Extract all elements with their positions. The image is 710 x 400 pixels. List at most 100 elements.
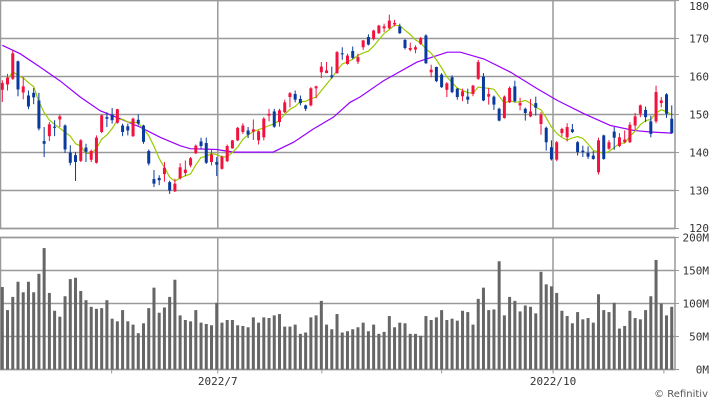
volume-bar <box>382 331 386 370</box>
candle-body <box>183 169 187 174</box>
candle-body <box>372 30 376 39</box>
candle-body <box>544 127 548 143</box>
volume-bar <box>434 317 438 370</box>
candle-body <box>523 108 527 113</box>
candle <box>434 66 438 83</box>
volume-bar <box>581 319 585 370</box>
candle <box>309 87 313 107</box>
volume-bar <box>32 292 36 370</box>
candle <box>89 149 93 162</box>
candle-body <box>63 125 67 150</box>
candle <box>351 46 355 60</box>
candle-body <box>309 88 313 106</box>
candle <box>382 23 386 33</box>
candle-body <box>487 93 491 97</box>
candle-body <box>37 100 41 129</box>
candle-body <box>560 128 564 134</box>
candle <box>236 127 240 142</box>
candle-body <box>42 141 46 144</box>
candle <box>576 141 580 156</box>
volume-bar <box>199 322 203 370</box>
volume-bar <box>215 302 219 370</box>
candle <box>413 45 417 54</box>
candle-body <box>6 77 10 85</box>
volume-bar <box>16 281 20 370</box>
candle-body <box>649 121 653 134</box>
candle <box>84 143 88 162</box>
price-tick-label: 160 <box>689 71 709 84</box>
volume-bar <box>0 287 4 370</box>
volume-bar <box>330 329 334 370</box>
candle <box>497 107 501 122</box>
candle <box>481 73 485 102</box>
candle-body <box>162 167 166 175</box>
candle-body <box>257 131 261 141</box>
candle <box>162 162 166 182</box>
candle <box>251 119 255 140</box>
candle-body <box>481 76 485 101</box>
ma-long-line <box>2 44 672 153</box>
candle-body <box>199 141 203 147</box>
candle-body <box>11 53 15 79</box>
candle-body <box>189 158 193 166</box>
price-panel <box>0 0 676 230</box>
candle <box>178 163 182 180</box>
volume-bar <box>277 314 281 370</box>
volume-bar <box>529 306 533 370</box>
candle-body <box>173 183 177 192</box>
candle <box>262 117 266 141</box>
candle-body <box>612 131 616 138</box>
candle-body <box>121 125 125 132</box>
candle-body <box>617 137 621 147</box>
volume-bar <box>419 335 423 370</box>
candle <box>633 112 637 131</box>
candle <box>110 108 114 124</box>
volume-bar <box>398 322 402 370</box>
volume-bar <box>283 326 287 370</box>
volume-bar <box>304 332 308 370</box>
candle-body <box>434 67 438 82</box>
candle-body <box>304 105 308 109</box>
candle-body <box>230 140 234 149</box>
candle-body <box>58 116 62 120</box>
credit-text: © Refinitiv <box>654 389 708 400</box>
volume-bar <box>523 305 527 370</box>
candle <box>267 108 271 122</box>
candle <box>523 107 527 121</box>
volume-bar <box>100 308 104 370</box>
candle-body <box>513 86 517 102</box>
candle <box>393 19 397 27</box>
candle <box>607 139 611 150</box>
volume-bar <box>466 312 470 370</box>
volume-bar <box>89 306 93 370</box>
candle-body <box>628 124 632 143</box>
volume-bar <box>502 315 506 370</box>
candle-body <box>659 100 663 104</box>
candle <box>549 140 553 161</box>
candle-body <box>246 130 250 135</box>
candle <box>136 114 140 126</box>
candle <box>194 144 198 155</box>
volume-bar <box>481 287 485 370</box>
candle-body <box>565 127 569 138</box>
candle <box>419 36 423 45</box>
candle-body <box>529 111 533 117</box>
volume-bar <box>126 321 130 370</box>
volume-bar <box>168 296 172 370</box>
candle-body <box>576 142 580 153</box>
volume-bar <box>351 329 355 370</box>
candle <box>105 112 109 128</box>
candle-body <box>549 147 553 160</box>
candle <box>272 108 276 128</box>
candle <box>330 66 334 79</box>
candle <box>293 90 297 103</box>
candle-body <box>277 110 281 123</box>
volume-bar <box>597 294 601 370</box>
volume-panel <box>0 236 676 371</box>
candle <box>513 80 517 103</box>
volume-bar <box>136 333 140 370</box>
candle-body <box>413 47 417 50</box>
volume-bar <box>6 310 10 370</box>
candle <box>508 86 512 104</box>
